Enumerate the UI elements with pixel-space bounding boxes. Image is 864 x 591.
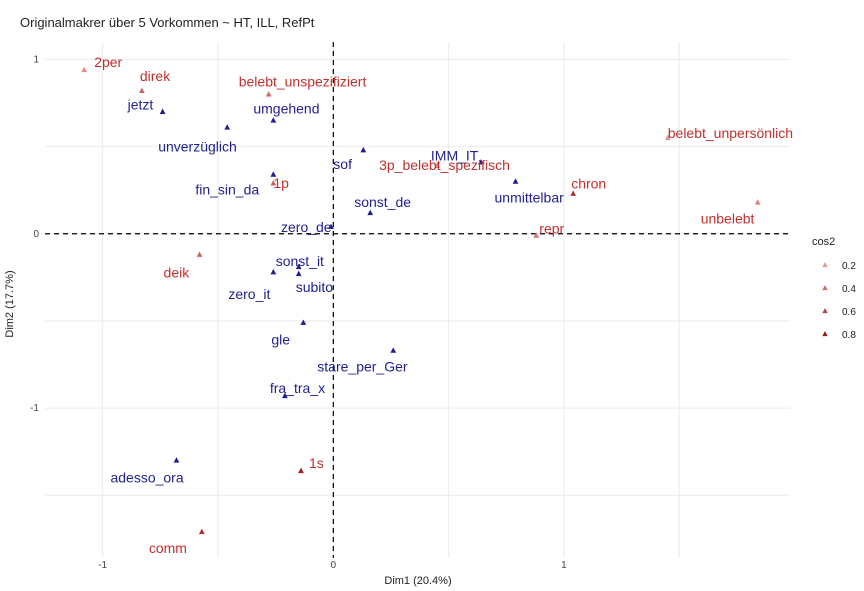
label-sonst_it: sonst_it: [276, 253, 324, 269]
point-unmittelbar: [512, 178, 519, 184]
x-tick-label: 0: [331, 560, 337, 571]
point-chron: [570, 190, 577, 196]
label-jetzt: jetzt: [127, 97, 154, 113]
legend-label-0.8: 0.8: [842, 330, 856, 341]
point-belebt_unspezifiziert: [265, 91, 272, 97]
label-fin_sin_da: fin_sin_da: [195, 181, 259, 197]
point-belebt_unpersönlich: [664, 134, 671, 141]
data-points: [81, 66, 761, 535]
point-adesso_ora: [173, 457, 180, 463]
label-belebt_unspezifiziert: belebt_unspezifiziert: [239, 73, 367, 89]
label-sonst_de: sonst_de: [354, 194, 411, 210]
label-IMM_IT: IMM_IT: [431, 147, 479, 163]
legend-label-0.4: 0.4: [842, 284, 856, 295]
label-zero_it: zero_it: [228, 286, 270, 302]
y-axis-title: Dim2 (17.7%): [4, 270, 16, 337]
label-1s: 1s: [309, 455, 324, 471]
legend-swatch-0.4: [822, 285, 828, 291]
point-2per: [81, 66, 88, 73]
point-jetzt: [159, 108, 166, 114]
label-unmittelbar: unmittelbar: [495, 189, 565, 205]
x-tick-label: -1: [98, 560, 107, 571]
label-chron: chron: [571, 176, 606, 192]
point-direk: [138, 87, 145, 94]
label-fra_tra_x: fra_tra_x: [270, 380, 325, 396]
label-direk: direk: [140, 68, 171, 84]
point-zero_de: [328, 223, 334, 230]
label-1p: 1p: [273, 175, 289, 191]
point-umgehend: [270, 117, 277, 123]
y-tick-label: 0: [33, 229, 39, 240]
point-gle: [300, 319, 307, 325]
point-fin_sin_da: [270, 171, 277, 177]
point-unverzüglich: [224, 124, 231, 130]
legend: cos2 0.2 0.4 0.6 0.8: [812, 236, 856, 341]
point-IMM_IT: [478, 159, 484, 165]
label-umgehend: umgehend: [253, 100, 319, 116]
label-deik: deik: [164, 265, 191, 281]
point-repr: [533, 232, 540, 238]
chart-title: Originalmakrer über 5 Vorkommen ~ HT, IL…: [20, 15, 315, 30]
label-gle: gle: [271, 332, 290, 348]
point-stare_per_Ger: [390, 347, 397, 353]
point-unbelebt: [754, 199, 761, 205]
data-labels: 2per direk belebt_unspezifiziert 1p 3p_beleb…: [94, 54, 793, 556]
label-adesso_ora: adesso_ora: [110, 469, 183, 485]
legend-label-0.2: 0.2: [842, 261, 856, 272]
label-unbelebt: unbelebt: [701, 210, 755, 226]
x-axis-title: Dim1 (20.4%): [384, 575, 451, 587]
point-sonst_de: [367, 209, 374, 216]
x-tick-label: 1: [561, 560, 567, 571]
label-stare_per_Ger: stare_per_Ger: [317, 359, 408, 375]
point-1p: [270, 180, 277, 186]
axis-ticks: -1 0 1 1 0 -1: [30, 54, 567, 571]
point-zero_it: [270, 268, 277, 275]
legend-title: cos2: [812, 236, 835, 248]
point-deik: [196, 251, 203, 257]
label-sof: sof: [333, 156, 352, 172]
label-unverzüglich: unverzüglich: [158, 138, 237, 154]
label-2per: 2per: [94, 54, 122, 70]
legend-swatch-0.6: [822, 308, 828, 314]
label-comm: comm: [149, 540, 187, 556]
label-3p_belebt_spezifisch: 3p_belebt_spezifisch: [379, 157, 510, 173]
label-belebt_unpersönlich: belebt_unpersönlich: [668, 125, 793, 141]
legend-label-0.6: 0.6: [842, 307, 856, 318]
reference-lines: [45, 42, 790, 558]
point-sonst_it: [295, 263, 302, 270]
point-comm: [198, 528, 205, 535]
label-subito: subito: [296, 279, 334, 295]
legend-items: 0.2 0.4 0.6 0.8: [822, 261, 856, 341]
label-repr: repr: [539, 221, 564, 237]
legend-swatch-0.2: [822, 262, 828, 268]
point-1s: [298, 467, 304, 474]
y-tick-label: 1: [33, 54, 39, 65]
point-fra_tra_x: [281, 392, 288, 399]
point-sof: [360, 146, 367, 153]
point-3p_belebt_spezifisch: [434, 162, 440, 169]
y-tick-label: -1: [30, 403, 39, 414]
legend-swatch-0.8: [822, 331, 828, 337]
point-subito: [295, 270, 302, 277]
label-zero_de: zero_de: [281, 219, 332, 235]
